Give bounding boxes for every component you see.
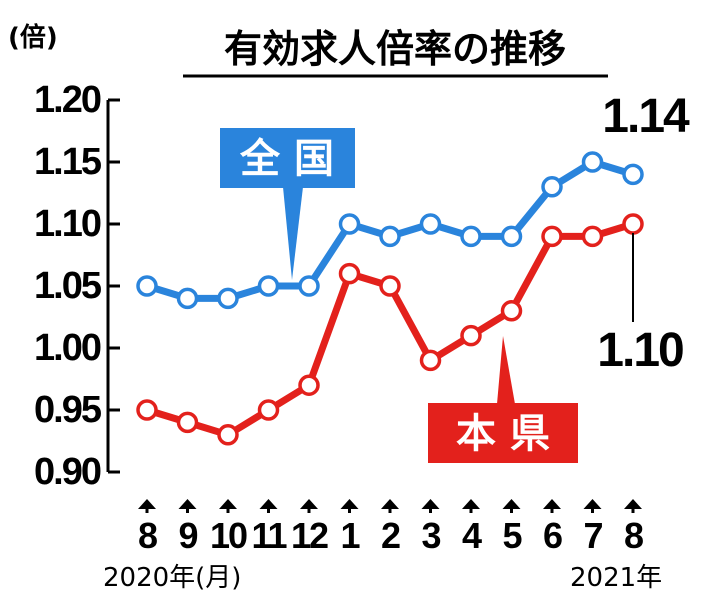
x-tick-arrow <box>178 499 197 509</box>
x-tick-label: 9 <box>178 515 197 556</box>
x-end-label: 2021年 <box>570 563 662 593</box>
x-tick-stem <box>348 507 351 513</box>
legend-box-national <box>220 128 355 188</box>
data-point <box>622 163 644 186</box>
data-point <box>419 349 442 372</box>
end-value-label-prefecture: 1.10 <box>597 324 683 377</box>
x-tick-stem <box>510 507 513 513</box>
x-tick-label: 5 <box>502 515 522 556</box>
x-tick-stem <box>145 507 149 513</box>
x-tick-arrow <box>421 499 440 509</box>
x-tick-stem <box>186 507 189 513</box>
x-tick-stem <box>226 507 230 513</box>
x-tick-label: 8 <box>138 515 157 556</box>
data-point <box>298 374 320 396</box>
x-tick-arrow <box>219 499 237 509</box>
chart-title: 有効求人倍率の推移 <box>224 27 566 71</box>
data-point <box>581 151 604 173</box>
data-point <box>500 300 523 322</box>
data-point <box>338 213 361 235</box>
legend-box-prefecture <box>428 403 578 463</box>
data-point <box>136 275 158 297</box>
y-tick-label: 1.20 <box>34 79 101 121</box>
data-point <box>257 275 280 297</box>
data-point <box>176 287 199 310</box>
series-0 <box>136 151 644 310</box>
y-unit-label: (倍) <box>8 22 58 53</box>
x-tick-stem <box>591 507 594 513</box>
data-point <box>622 213 644 235</box>
data-point <box>257 399 280 421</box>
data-point <box>419 213 442 235</box>
x-tick-stem <box>307 507 311 513</box>
x-tick-arrow <box>543 499 561 509</box>
series-1 <box>136 213 644 446</box>
legend-pointer-national <box>283 187 303 280</box>
y-tick-label: 1.05 <box>34 265 102 307</box>
x-tick-stem <box>550 507 554 513</box>
data-point <box>338 262 361 285</box>
x-tick-label: 11 <box>251 515 287 556</box>
legend-label-national: 全 国 <box>239 136 334 182</box>
y-tick-label: 1.10 <box>34 203 101 245</box>
data-point <box>460 324 482 347</box>
x-tick-arrow <box>300 499 318 509</box>
x-tick-stem <box>631 507 635 513</box>
y-tick-label: 1.00 <box>34 327 101 369</box>
x-tick-label: 6 <box>543 515 562 556</box>
x-tick-arrow <box>502 499 521 509</box>
x-tick-label: 2 <box>381 515 400 556</box>
x-tick-arrow <box>624 499 642 509</box>
x-tick-stem <box>469 507 473 513</box>
x-tick-label: 8 <box>624 515 643 556</box>
x-tick-arrow <box>259 499 278 509</box>
x-tick-arrow <box>583 499 602 509</box>
data-point <box>217 424 239 446</box>
data-point <box>298 275 320 297</box>
x-tick-stem <box>388 507 392 513</box>
x-tick-stem <box>267 507 270 513</box>
x-tick-label: 4 <box>462 515 482 556</box>
x-tick-label: 10 <box>210 515 247 556</box>
x-tick-arrow <box>381 499 399 509</box>
legend-label-prefecture: 本 県 <box>456 411 550 457</box>
x-tick-stem <box>429 507 432 513</box>
data-point <box>541 225 563 248</box>
data-point <box>581 225 604 248</box>
end-value-label-national: 1.14 <box>602 90 690 143</box>
data-point <box>176 411 199 434</box>
y-tick-label: 0.95 <box>34 389 102 431</box>
x-tick-label: 12 <box>291 515 328 556</box>
x-start-label: 2020年(月) <box>103 563 241 593</box>
x-tick-label: 1 <box>340 515 360 556</box>
y-tick-label: 1.15 <box>34 141 102 183</box>
data-point <box>460 225 482 248</box>
data-point <box>217 287 239 310</box>
series-layer <box>136 151 644 446</box>
x-axis-ticks: 8 9 10 11 12 1 2 3 4 5 6 7 8 <box>138 499 645 556</box>
legend-pointer-prefecture <box>497 336 515 404</box>
y-axis-ticks: 0.90 0.95 1.00 1.05 1.10 1.15 1.20 <box>34 79 120 493</box>
data-point <box>500 225 523 248</box>
series-callouts: 全 国本 県 1.14 1.10 <box>220 90 692 463</box>
data-point <box>136 399 158 421</box>
x-tick-arrow <box>138 499 156 509</box>
y-tick-label: 0.90 <box>34 451 101 493</box>
x-tick-arrow <box>462 499 480 509</box>
data-point <box>541 176 563 198</box>
data-point <box>379 275 401 297</box>
x-tick-arrow <box>340 499 359 509</box>
data-point <box>379 225 401 248</box>
x-tick-label: 3 <box>421 515 440 556</box>
x-tick-label: 7 <box>583 515 602 556</box>
